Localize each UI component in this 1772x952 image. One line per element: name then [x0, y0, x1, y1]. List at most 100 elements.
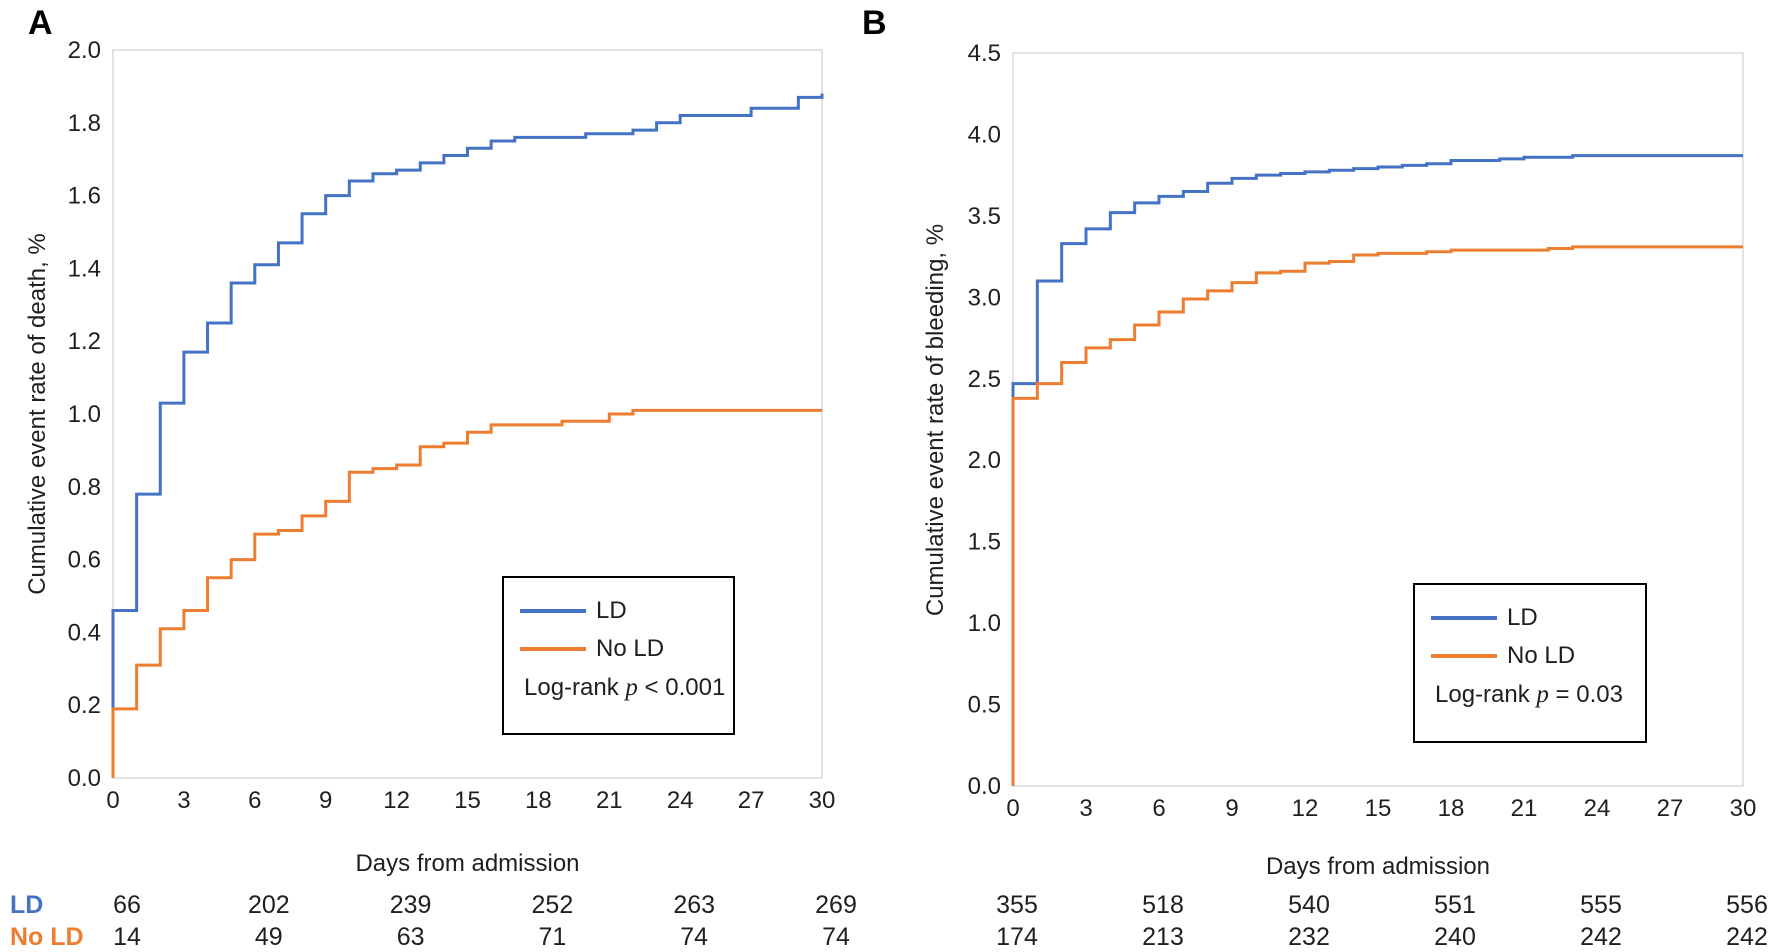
at-risk-count-b-no-ld-day30: 242 [1726, 923, 1768, 951]
x-tick-label: 15 [1365, 795, 1392, 822]
panel-b-legend: LD No LD Log-rank p = 0.03 [1413, 583, 1647, 743]
x-tick-label: 9 [319, 787, 332, 814]
x-tick-label: 0 [106, 787, 119, 814]
legend-item-ld: LD [520, 592, 733, 630]
panel-b-letter: B [862, 4, 887, 42]
x-tick-label: 24 [667, 787, 694, 814]
y-tick-label: 4.0 [968, 121, 1001, 148]
y-tick-label: 0.5 [968, 692, 1001, 719]
x-tick-label: 21 [1511, 795, 1538, 822]
x-tick-label: 3 [1079, 795, 1092, 822]
plot-frame-a [112, 49, 823, 779]
panel-a-x-axis-title: Days from admission [355, 850, 580, 877]
at-risk-count-a-no-ld-day6: 49 [254, 923, 283, 951]
x-tick-label: 6 [248, 787, 261, 814]
at-risk-count-a-ld-day6: 202 [247, 891, 290, 919]
p-value-text: = 0.03 [1548, 681, 1623, 708]
log-rank-p-value: Log-rank p = 0.03 [1435, 681, 1645, 709]
x-tick-label: 30 [1730, 795, 1757, 822]
x-tick-label: 0 [1006, 795, 1019, 822]
y-tick-label: 1.8 [68, 110, 101, 137]
p-value-text: < 0.001 [637, 674, 726, 701]
y-tick-label: 0.8 [68, 474, 101, 501]
log-rank-text: Log-rank [524, 674, 626, 701]
at-risk-count-a-no-ld-day12: 63 [396, 923, 425, 951]
no-ld-line-swatch [1431, 654, 1497, 658]
at-risk-count-b-ld-day18: 551 [1434, 891, 1476, 919]
at-risk-count-a-ld-day0: 66 [113, 891, 141, 919]
at-risk-count-b-ld-day30: 556 [1726, 891, 1768, 919]
y-tick-label: 2.0 [968, 447, 1001, 474]
p-symbol: p [625, 674, 638, 701]
km-step-line-ld-b [1011, 154, 1743, 786]
panel-b-x-axis-title: Days from admission [1265, 853, 1491, 880]
y-tick-label: 3.0 [968, 284, 1001, 311]
at-risk-count-a-ld-day12: 239 [389, 891, 432, 919]
x-tick-label: 12 [1292, 795, 1319, 822]
legend-label-ld: LD [1507, 604, 1538, 631]
at-risk-row-ld: LD 66 202 239 252 263 269 355 518 540 551 555 556 [0, 891, 1772, 919]
x-tick-label: 27 [1657, 795, 1684, 822]
legend-label-no-ld: No LD [596, 635, 665, 662]
x-tick-label: 3 [177, 787, 190, 814]
at-risk-count-a-no-ld-day30: 74 [822, 923, 850, 951]
at-risk-count-a-no-ld-day24: 74 [680, 923, 709, 951]
at-risk-count-b-ld-day0: 355 [996, 891, 1038, 919]
at-risk-count-b-no-ld-day18: 240 [1434, 923, 1476, 951]
y-tick-label: 4.5 [968, 40, 1001, 67]
x-tick-label: 12 [383, 787, 410, 814]
y-tick-label: 1.5 [968, 529, 1001, 556]
at-risk-label-no-ld: No LD [10, 923, 84, 951]
x-tick-label: 24 [1584, 795, 1611, 822]
x-tick-label: 30 [809, 787, 836, 814]
at-risk-count-b-no-ld-day0: 174 [996, 923, 1038, 951]
legend-item-no-ld: No LD [1431, 637, 1645, 675]
at-risk-count-a-ld-day18: 252 [531, 891, 574, 919]
no-ld-line-swatch [520, 647, 586, 651]
at-risk-count-b-no-ld-day24: 242 [1580, 923, 1622, 951]
ld-line-swatch [520, 609, 586, 613]
panel-a-legend: LD No LD Log-rank p < 0.001 [502, 576, 735, 735]
at-risk-count-a-no-ld-day18: 71 [538, 923, 567, 951]
y-tick-label: 0.2 [68, 692, 101, 719]
x-tick-label: 6 [1152, 795, 1165, 822]
x-tick-label: 27 [738, 787, 765, 814]
y-tick-label: 2.5 [968, 366, 1001, 393]
ld-line-swatch [1431, 616, 1497, 620]
y-tick-label: 0.6 [68, 547, 101, 574]
km-step-line-no-ld-a [111, 408, 822, 778]
y-tick-label: 0.0 [968, 773, 1001, 800]
x-tick-label: 9 [1225, 795, 1238, 822]
legend-label-ld: LD [596, 597, 627, 624]
at-risk-count-a-no-ld-day0: 14 [113, 923, 141, 951]
legend-item-no-ld: No LD [520, 630, 733, 668]
x-tick-label: 21 [596, 787, 623, 814]
panel-a-y-axis-title: Cumulative event rate of death, % [24, 233, 51, 595]
y-tick-label: 2.0 [68, 37, 101, 64]
at-risk-count-b-no-ld-day12: 232 [1288, 923, 1330, 951]
at-risk-count-a-ld-day24: 263 [673, 891, 716, 919]
panel-b-y-axis-title: Cumulative event rate of bleeding, % [922, 223, 949, 617]
y-tick-label: 1.2 [68, 328, 101, 355]
legend-label-no-ld: No LD [1507, 642, 1576, 669]
x-tick-label: 18 [1438, 795, 1465, 822]
y-tick-label: 1.0 [68, 401, 101, 428]
x-tick-label: 15 [454, 787, 481, 814]
x-tick-label: 18 [525, 787, 552, 814]
at-risk-count-a-ld-day30: 269 [815, 891, 857, 919]
at-risk-count-b-ld-day12: 540 [1288, 891, 1330, 919]
log-rank-text: Log-rank [1435, 681, 1537, 708]
at-risk-count-b-ld-day24: 555 [1580, 891, 1622, 919]
legend-item-ld: LD [1431, 599, 1645, 637]
log-rank-p-value: Log-rank p < 0.001 [524, 674, 733, 702]
at-risk-count-b-no-ld-day6: 213 [1142, 923, 1184, 951]
y-tick-label: 1.0 [968, 610, 1001, 637]
y-tick-label: 1.4 [68, 255, 101, 282]
y-tick-label: 0.4 [68, 619, 101, 646]
p-symbol: p [1536, 681, 1549, 708]
km-step-line-ld-a [111, 93, 824, 778]
panel-a-letter: A [28, 4, 53, 42]
y-tick-label: 1.6 [68, 183, 101, 210]
